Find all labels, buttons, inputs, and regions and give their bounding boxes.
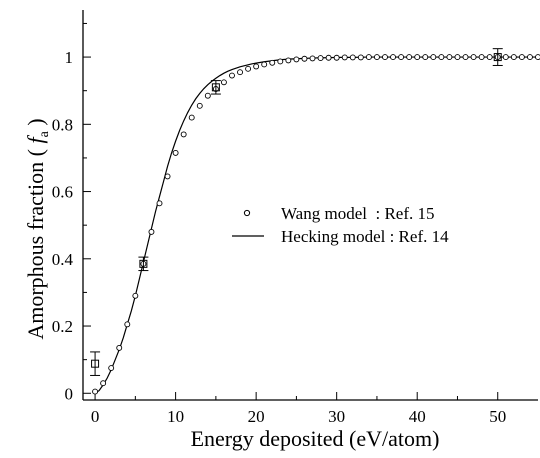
data-point-square — [493, 53, 502, 62]
y-tick-label: 1 — [65, 48, 74, 67]
y-tick-label: 0.4 — [52, 250, 74, 269]
series-point-wang — [293, 56, 300, 63]
x-tick-label: 10 — [167, 407, 184, 426]
series-point-wang — [454, 54, 461, 61]
series-point-wang — [229, 72, 235, 79]
data-point-square — [211, 83, 220, 92]
series-point-wang — [398, 54, 405, 61]
series-point-wang — [478, 54, 485, 61]
series-point-wang — [341, 54, 348, 61]
series-point-wang — [365, 54, 372, 61]
series-point-wang — [132, 292, 139, 299]
y-axis-label-symbol: f — [23, 135, 48, 144]
data-point-errorbar — [492, 48, 503, 66]
series-point-wang — [373, 54, 380, 61]
series-point-wang — [470, 54, 477, 61]
data-point-errorbar — [210, 80, 221, 95]
series-point-wang — [317, 55, 324, 62]
series-point-wang — [100, 380, 107, 387]
y-axis-label-main: Amorphous fraction ( — [23, 144, 48, 340]
series-point-wang — [535, 54, 540, 61]
series-point-wang — [188, 114, 195, 121]
series-point-wang — [438, 54, 445, 61]
y-tick-label: 0 — [65, 384, 74, 403]
legend: Wang model : Ref. 15 Hecking model : Ref… — [232, 204, 449, 246]
series-point-wang — [446, 54, 453, 61]
legend-marker-wang — [243, 209, 251, 217]
series-point-wang — [180, 131, 187, 138]
y-tick-label: 0.2 — [52, 317, 73, 336]
data-point-square — [91, 359, 100, 368]
series-point-wang — [333, 54, 340, 61]
data-point-square — [139, 259, 148, 268]
series-point-wang — [269, 59, 276, 66]
legend-label-wang: Wang model : Ref. 15 — [281, 204, 435, 223]
series-point-wang — [220, 79, 227, 86]
y-axis-label: Amorphous fraction ( fa ) — [23, 118, 52, 339]
legend-label-hecking: Hecking model : Ref. 14 — [281, 227, 449, 246]
series-point-wang — [196, 102, 203, 109]
series-point-wang — [390, 54, 396, 61]
series-point-wang — [164, 173, 171, 180]
series-point-wang — [204, 92, 211, 99]
series-line-hecking — [94, 56, 538, 394]
series-point-wang — [108, 365, 115, 372]
series-point-wang — [92, 388, 99, 395]
y-tick-label: 0.6 — [52, 183, 73, 202]
y-axis-label-close: ) — [23, 118, 48, 131]
series-point-wang — [406, 54, 413, 61]
series-point-wang — [430, 54, 437, 61]
data-point-errorbar — [90, 351, 101, 376]
x-tick-label: 30 — [328, 407, 345, 426]
x-tick-label: 50 — [489, 407, 506, 426]
series-point-wang — [148, 228, 155, 235]
series-point-wang — [414, 54, 421, 61]
series-point-wang — [285, 57, 292, 64]
series-point-wang — [261, 61, 268, 68]
x-tick-label: 0 — [91, 407, 100, 426]
series-point-wang — [172, 149, 179, 156]
series-point-wang — [382, 54, 388, 61]
series-point-wang — [253, 63, 260, 70]
series-point-wang — [245, 65, 252, 72]
series-point-wang — [422, 54, 429, 61]
series-point-wang — [510, 54, 517, 61]
x-tick-label: 20 — [248, 407, 265, 426]
data-point-errorbar — [138, 256, 149, 272]
y-axis-label-sub: a — [37, 130, 52, 137]
series-point-wang — [357, 54, 364, 61]
series-point-wang — [156, 200, 163, 207]
series-point-wang — [486, 54, 493, 61]
x-tick-label: 40 — [409, 407, 426, 426]
series-point-wang — [502, 54, 509, 61]
series-point-wang — [301, 55, 308, 62]
y-tick-label: 0.8 — [52, 115, 73, 134]
series-point-wang — [116, 344, 123, 351]
series-point-wang — [237, 69, 243, 76]
series-point-wang — [124, 321, 131, 328]
series-point-wang — [309, 55, 316, 62]
series-point-wang — [325, 54, 332, 61]
series-point-wang — [277, 58, 284, 65]
series-point-wang — [462, 54, 469, 61]
series-point-wang — [518, 54, 525, 61]
x-axis-label: Energy deposited (eV/atom) — [191, 426, 440, 451]
series-point-wang — [349, 54, 356, 61]
series-point-wang — [526, 54, 533, 61]
plot-area: 0 10 20 30 40 50 0 0.2 0.4 0.6 0.8 1 — [52, 10, 540, 426]
